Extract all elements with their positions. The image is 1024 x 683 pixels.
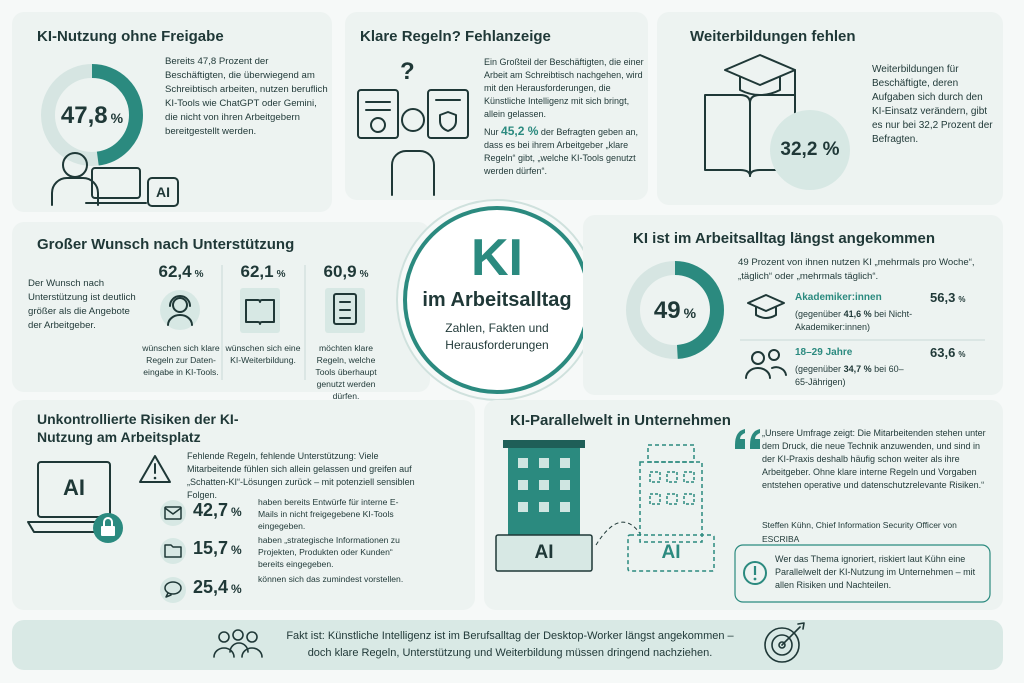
item-text: möchten klare Regeln, welche Tools überh… — [315, 343, 377, 401]
stat: 15,7% — [193, 538, 242, 559]
text: bei 60–65-Jährigen) — [795, 364, 904, 387]
unit: % — [231, 543, 242, 557]
value: 34,7 % — [843, 364, 872, 374]
note: Wer das Thema ignoriert, riskiert laut K… — [775, 554, 976, 590]
unit: % — [231, 505, 242, 519]
text: bei Nicht-Akademiker:innen) — [795, 309, 913, 332]
stat: 56,3% — [930, 290, 965, 305]
book-icon — [704, 54, 850, 190]
icon-mark: ? — [400, 58, 415, 85]
note: (gegenüber 34,7 % bei 60–65-Jährigen) — [795, 363, 915, 389]
panel-title: KI-Nutzung ohne Freigabe — [37, 28, 224, 45]
text: Fehlende Regeln, fehlende Unterstützung:… — [187, 451, 415, 500]
note: (gegenüber 41,6 % bei Nicht-Akademiker:i… — [795, 308, 915, 334]
value: 42,7 — [193, 500, 229, 520]
value: 62,1 — [240, 262, 274, 281]
stat: 42,7% — [193, 500, 242, 521]
value: 56,3 — [930, 290, 956, 305]
item-text: können sich das zumindest vorstellen. — [258, 574, 404, 584]
value: 62,4 — [158, 262, 192, 281]
panel-title: Unkontrollierte Risiken der KI-Nutzung a… — [37, 411, 239, 445]
panel-title: Klare Regeln? Fehlanzeige — [360, 28, 551, 45]
footer — [12, 620, 1003, 670]
author: Steffen Kühn, Chief Information Security… — [762, 520, 957, 544]
panel-risks — [12, 400, 475, 610]
stat: 63,6% — [930, 345, 965, 360]
value: 47,8 — [60, 102, 108, 129]
value: 63,6 — [930, 345, 956, 360]
unit: % — [958, 295, 966, 304]
text: Der Wunsch nach Unterstützung ist deutli… — [28, 278, 136, 331]
group-icons — [740, 294, 985, 379]
stat: 25,4% — [193, 577, 242, 598]
center-tagline: Zahlen, Fakten und Herausforderungen — [445, 321, 549, 352]
unit: % — [958, 350, 966, 359]
building-label: AI — [661, 542, 681, 563]
donut-value: 49% — [635, 297, 715, 325]
donut-value: 47,8% — [52, 102, 132, 130]
icon-label: AI — [156, 184, 170, 200]
value: 49 — [653, 297, 681, 324]
item-text: wünschen sich eine KI-Weiterbildung. — [225, 343, 301, 365]
unit: % — [231, 582, 242, 596]
text: Nur 45,2 % der Befragten geben an, dass … — [484, 125, 644, 178]
donut-arc — [626, 261, 724, 359]
stat: 32,2 % — [780, 139, 840, 160]
panel-title: KI-Parallelwelt in Unternehmen — [510, 412, 731, 429]
stat: 60,9% — [305, 262, 387, 282]
person-icon — [51, 152, 179, 207]
value: 60,9 — [323, 262, 357, 281]
center-title: KI — [471, 229, 523, 287]
buildings — [495, 429, 991, 603]
panel-title: Weiterbildungen fehlen — [690, 28, 856, 45]
group-name: 18–29 Jahre — [795, 347, 853, 358]
unit: % — [359, 269, 369, 280]
panel-rules — [345, 12, 648, 200]
text: Nur — [484, 127, 499, 137]
quote: „Unsere Umfrage zeigt: Die Mitarbeitende… — [762, 428, 986, 490]
value: 41,6 % — [843, 309, 872, 319]
unit: % — [276, 269, 286, 280]
donut — [626, 261, 724, 359]
item-text: haben „strategische Informationen zu Pro… — [258, 535, 400, 569]
donut-arc — [41, 64, 143, 166]
text: (gegenüber — [795, 309, 842, 319]
rules-icon — [357, 89, 469, 196]
panel-title: Großer Wunsch nach Unterstützung — [37, 236, 295, 253]
text: Weiterbildungen für Beschäftigte, deren … — [872, 64, 993, 145]
donut — [41, 64, 143, 166]
footer-text: Fakt ist: Künstliche Intelligenz ist im … — [286, 630, 734, 659]
text: 49 Prozent von ihnen nutzen KI „mehrmals… — [738, 257, 975, 282]
group-name: Akademiker:innen — [795, 292, 882, 303]
panel-adoption — [583, 215, 1003, 395]
value: 25,4 — [193, 577, 229, 597]
unit: % — [110, 110, 124, 126]
text: der Befragten geben an, dass es bei ihre… — [484, 127, 638, 176]
stat-circle — [770, 110, 850, 190]
stat: 62,4% — [140, 262, 222, 282]
text: Ein Großteil der Beschäftigten, die eine… — [484, 57, 644, 119]
text: (gegenüber — [795, 364, 842, 374]
text: Bereits 47,8 Prozent der Beschäftigten, … — [165, 56, 328, 137]
unit: % — [194, 269, 204, 280]
stat: 62,1% — [222, 262, 304, 282]
value: 45,2 % — [501, 124, 539, 138]
laptop-icon — [27, 455, 186, 603]
value: 15,7 — [193, 538, 229, 558]
item-text: haben bereits Entwürfe für interne E-Mai… — [258, 497, 399, 531]
footer-icons — [213, 622, 805, 663]
building-label: AI — [534, 542, 554, 563]
center-subtitle: im Arbeitsalltag — [422, 289, 572, 311]
center-circle — [396, 199, 598, 401]
unit: % — [683, 305, 697, 321]
item-text: wünschen sich klare Regeln zur Daten-ein… — [142, 343, 220, 377]
panel-title: KI ist im Arbeitsalltag längst angekomme… — [633, 230, 936, 247]
icon-label: AI — [63, 475, 85, 500]
support-icons — [160, 265, 365, 380]
